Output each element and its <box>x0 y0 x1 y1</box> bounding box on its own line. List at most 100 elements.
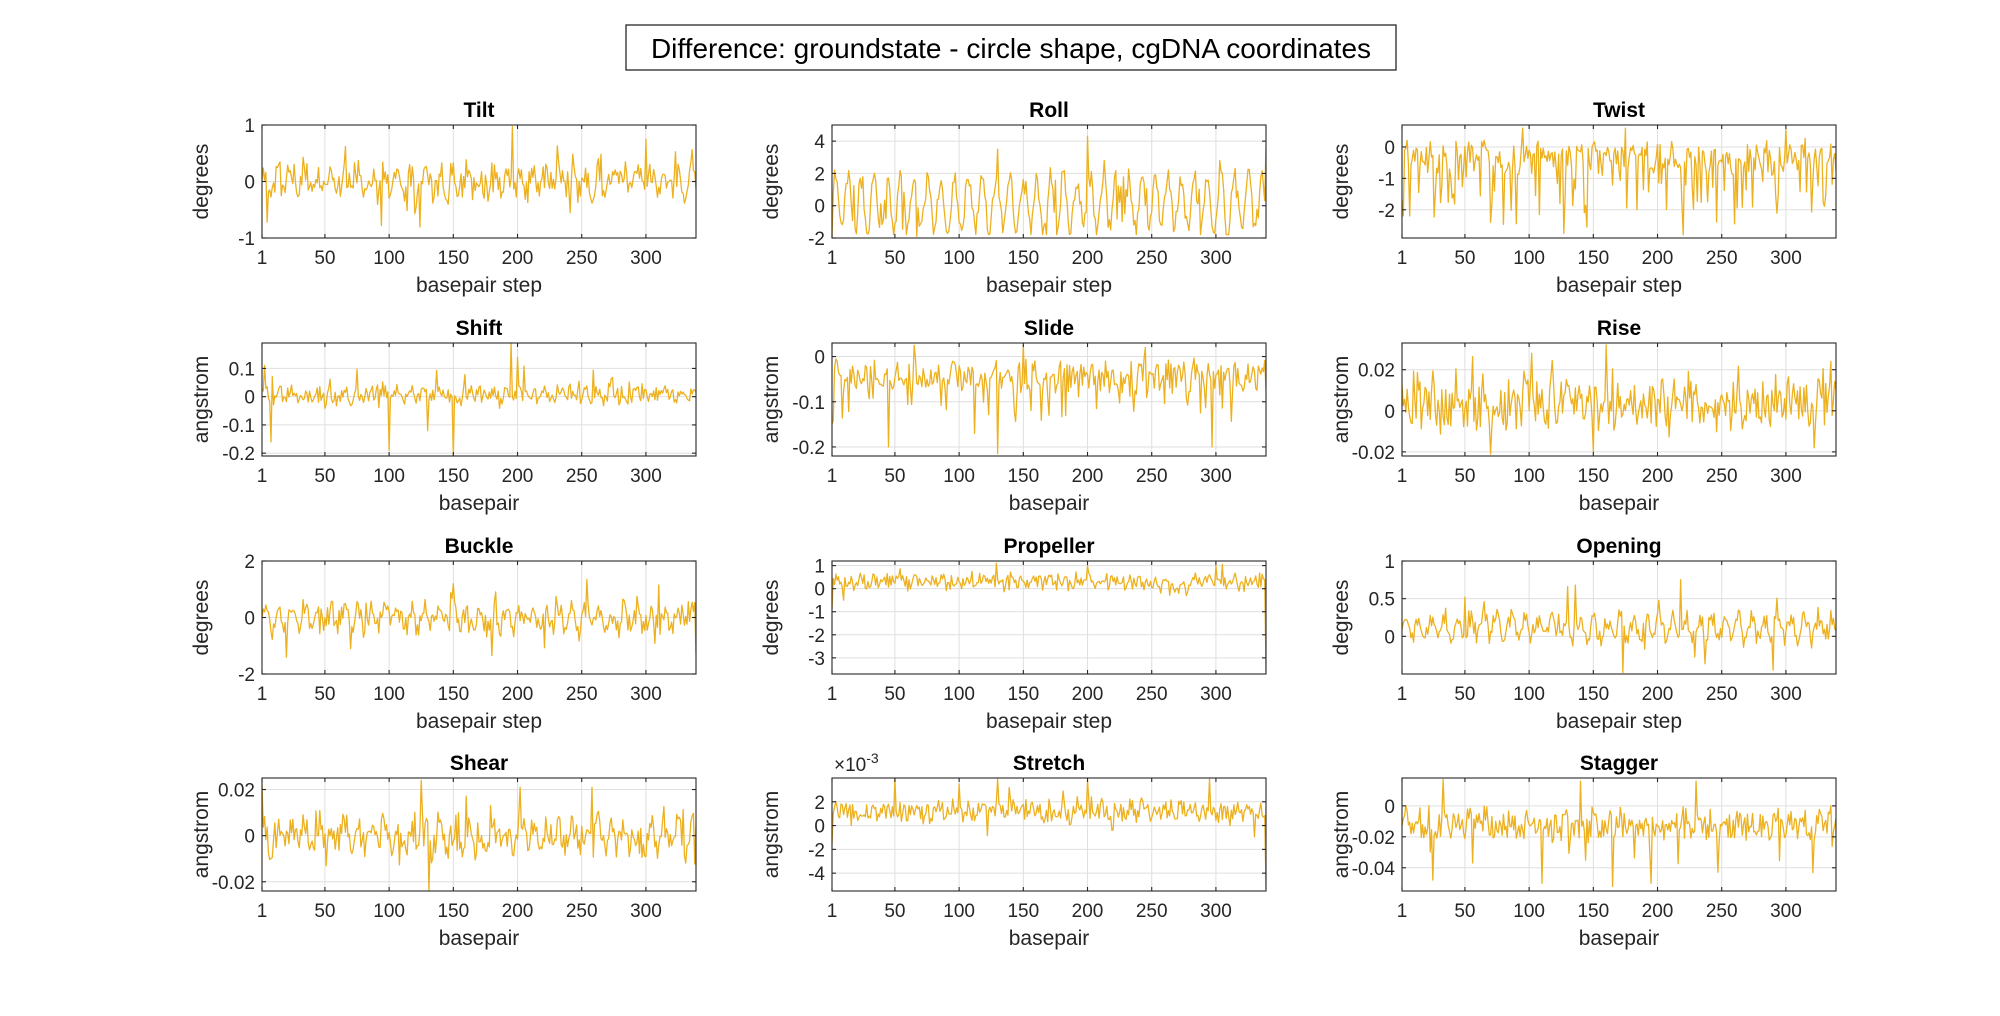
x-tick-label: 200 <box>1072 466 1104 487</box>
x-tick-label: 1 <box>257 248 268 269</box>
x-tick-label: 100 <box>373 466 405 487</box>
x-tick-label: 1 <box>827 248 838 269</box>
series-line-tilt <box>262 126 696 228</box>
y-tick-label: -0.1 <box>792 393 825 414</box>
x-tick-label: 250 <box>1706 466 1738 487</box>
x-tick-label: 100 <box>373 684 405 705</box>
x-tick-label: 50 <box>1454 466 1475 487</box>
x-axis-label: basepair step <box>416 274 542 297</box>
x-tick-label: 150 <box>1007 901 1039 922</box>
series-line-rise <box>1402 344 1836 455</box>
y-tick-label: -0.2 <box>792 438 825 459</box>
axes-frame-shift <box>261 342 697 457</box>
x-tick-label: 250 <box>1706 684 1738 705</box>
axes-frame-rise <box>1401 342 1837 457</box>
y-exponent-power: -3 <box>866 750 879 766</box>
y-tick-label: -1 <box>238 229 255 250</box>
figure-title-group: Difference: groundstate - circle shape, … <box>625 24 1397 71</box>
y-tick-label: -2 <box>808 626 825 647</box>
figure-title: Difference: groundstate - circle shape, … <box>651 33 1371 64</box>
x-tick-label: 150 <box>1577 901 1609 922</box>
y-tick-label: 1 <box>1384 552 1395 573</box>
x-tick-label: 50 <box>884 684 905 705</box>
axes-frame-opening <box>1401 560 1837 675</box>
x-tick-label: 50 <box>314 466 335 487</box>
x-axis-label: basepair step <box>986 274 1112 297</box>
axes-title-buckle: Buckle <box>445 535 514 558</box>
y-tick-label: 0 <box>244 827 255 848</box>
x-tick-label: 300 <box>630 901 662 922</box>
axes-title-stagger: Stagger <box>1580 752 1658 775</box>
series-line-shear <box>262 779 696 891</box>
axes-title-rise: Rise <box>1597 317 1641 340</box>
x-tick-label: 100 <box>373 901 405 922</box>
y-axis-label: degrees <box>760 144 783 220</box>
axes-stretch: 1 50 100 150 200 250 300-4-202×10-3 Stretchbase… <box>760 750 1267 950</box>
y-exponent-label: ×10-3 <box>834 750 879 776</box>
x-tick-label: 300 <box>1200 248 1232 269</box>
x-tick-label: 150 <box>1577 248 1609 269</box>
y-axis-label: angstrom <box>1330 356 1353 444</box>
x-tick-label: 200 <box>1642 466 1674 487</box>
y-tick-label: -0.1 <box>222 416 255 437</box>
x-tick-label: 50 <box>884 248 905 269</box>
x-tick-label: 100 <box>1513 684 1545 705</box>
y-tick-label: 0 <box>814 580 825 601</box>
series-line-stretch <box>832 778 1266 890</box>
x-axis-label: basepair <box>439 492 520 515</box>
y-tick-label: -0.02 <box>1352 828 1395 849</box>
y-tick-label: 2 <box>814 793 825 814</box>
x-tick-label: 100 <box>943 466 975 487</box>
series-line-stagger <box>1402 778 1836 888</box>
y-axis-label: angstrom <box>1330 791 1353 879</box>
y-tick-label: 0 <box>814 817 825 838</box>
axes-frame-stretch <box>831 777 1267 892</box>
axes-frame-stagger <box>1401 777 1837 892</box>
series-line-slide <box>832 344 1266 455</box>
axes-title-slide: Slide <box>1024 317 1074 340</box>
y-tick-label: -2 <box>238 665 255 686</box>
y-tick-label: 0.5 <box>1369 590 1395 611</box>
axes-frame-propeller <box>831 560 1267 675</box>
axes-title-shift: Shift <box>456 317 503 340</box>
x-tick-label: 250 <box>566 684 598 705</box>
x-tick-label: 150 <box>437 901 469 922</box>
x-tick-label: 250 <box>1136 248 1168 269</box>
x-tick-label: 250 <box>566 248 598 269</box>
y-tick-label: -2 <box>808 840 825 861</box>
x-tick-label: 50 <box>314 248 335 269</box>
y-tick-label: 0 <box>1384 797 1395 818</box>
x-tick-label: 200 <box>1642 684 1674 705</box>
x-tick-label: 100 <box>943 901 975 922</box>
y-tick-label: -0.2 <box>222 444 255 465</box>
x-tick-label: 150 <box>1007 248 1039 269</box>
x-axis-label: basepair <box>439 927 520 950</box>
axes-title-opening: Opening <box>1576 535 1661 558</box>
x-tick-label: 1 <box>257 684 268 705</box>
x-tick-label: 300 <box>1770 248 1802 269</box>
y-axis-label: angstrom <box>190 791 213 879</box>
axes-frame-twist <box>1401 124 1837 239</box>
axes-propeller: 1 50 100 150 200 250 300-3-2-101Propellerbasep… <box>760 535 1267 733</box>
x-tick-label: 200 <box>502 684 534 705</box>
y-tick-label: 2 <box>814 164 825 185</box>
axes-shift: 1 50 100 150 200 250 300-0.2-0.100.1Shiftbasep… <box>190 317 697 515</box>
y-tick-label: -2 <box>1378 201 1395 222</box>
x-tick-label: 100 <box>943 684 975 705</box>
y-tick-label: 2 <box>244 552 255 573</box>
series-line-shift <box>262 343 696 456</box>
x-tick-label: 150 <box>437 466 469 487</box>
y-axis-label: degrees <box>1330 580 1353 656</box>
x-tick-label: 250 <box>1136 901 1168 922</box>
axes-stagger: 1 50 100 150 200 250 300-0.04-0.020Staggerbase… <box>1330 752 1837 950</box>
x-tick-label: 250 <box>1706 901 1738 922</box>
x-tick-label: 300 <box>630 684 662 705</box>
series-line-roll <box>832 135 1266 238</box>
x-axis-label: basepair <box>1009 492 1090 515</box>
x-tick-label: 50 <box>884 901 905 922</box>
x-tick-label: 300 <box>1770 466 1802 487</box>
